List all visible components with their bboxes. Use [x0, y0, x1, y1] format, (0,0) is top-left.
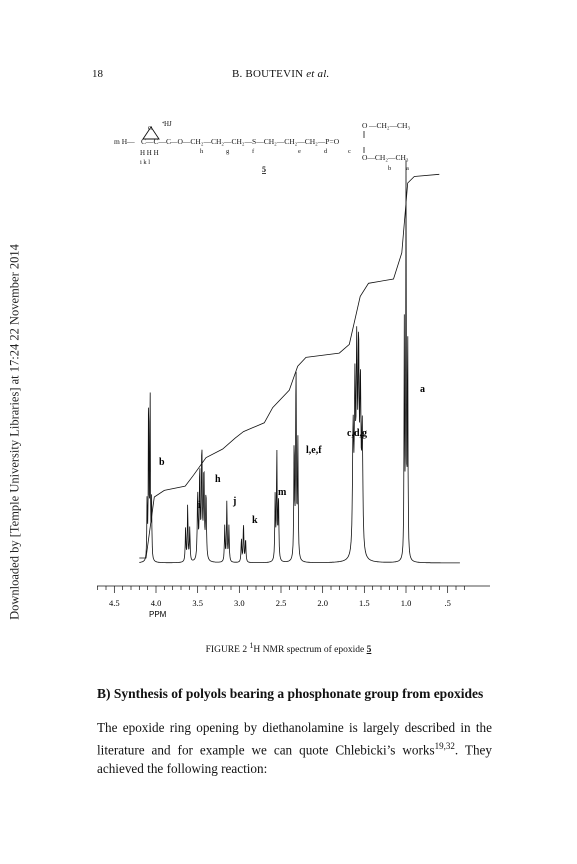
- x-tick-label: 3.0: [234, 598, 245, 608]
- x-tick-label: 4.0: [151, 598, 162, 608]
- caption-compound-number: 5: [366, 645, 372, 656]
- x-axis-ticks: [97, 586, 465, 593]
- figure-caption: FIGURE 2 1H NMR spectrum of epoxide 5: [0, 641, 577, 655]
- integral-trace: [139, 173, 440, 559]
- spectrum-trace: [139, 160, 460, 564]
- structure-h-row: H H H: [140, 149, 159, 157]
- figure-1h-nmr: m H— O * HJ C—C—C —O—CH₂—CH₂—CH₂—S—CH₂—C…: [97, 120, 490, 619]
- body-part1: The epoxide ring opening by diethanolami…: [97, 720, 492, 758]
- body-part2: . They achieved the following reaction:: [97, 742, 493, 777]
- compound-number: 5: [262, 165, 266, 174]
- caption-text: H NMR spectrum of epoxide: [253, 645, 367, 656]
- structure-chain: —O—CH₂—CH₂—CH₂—S—CH₂—CH₂—CH₂—P=O: [169, 137, 340, 146]
- x-axis: 4.5 4.0 3.5 3.0 2.5 2.0 1.5 1.0 .5 PPM: [97, 585, 490, 619]
- peak-label-b: b: [159, 457, 165, 468]
- x-tick-label: 2.5: [276, 598, 287, 608]
- epoxide-star: *: [162, 122, 165, 127]
- caption-prefix: FIGURE 2: [205, 645, 250, 656]
- body-paragraph: The epoxide ring opening by diethanolami…: [97, 718, 492, 778]
- nmr-spectrum: [139, 160, 460, 564]
- peak-label-j: j: [232, 496, 236, 507]
- peak-label-m: m: [278, 487, 287, 498]
- ester-letter-a: a: [406, 165, 409, 172]
- epoxide-ring: [142, 126, 160, 140]
- peak-label-h: h: [215, 474, 221, 485]
- chain-letter-g: g: [226, 148, 230, 155]
- section-heading: B) Synthesis of polyols bearing a phosph…: [97, 686, 484, 701]
- running-head-etal: et al.: [306, 68, 330, 80]
- x-tick-label: .5: [444, 598, 450, 608]
- chain-letter-c: c: [348, 148, 351, 155]
- chemical-structure: m H— O * HJ C—C—C —O—CH₂—CH₂—CH₂—S—CH₂—C…: [114, 120, 410, 174]
- peak-label-cdg: c,d,g: [347, 428, 367, 439]
- ester-top-o: O: [362, 121, 368, 130]
- ester-top-ethyl: —CH₂—CH₃: [368, 121, 410, 130]
- caption-sup: 1: [249, 641, 254, 650]
- x-tick-label: 1.5: [359, 598, 370, 608]
- x-tick-label: 2.0: [317, 598, 328, 608]
- x-axis-label: PPM: [149, 610, 167, 619]
- page-number: 18: [92, 68, 103, 80]
- peak-labels: b h i j k m l,e,f c,d,g a: [159, 384, 425, 526]
- x-axis-tick-labels: 4.5 4.0 3.5 3.0 2.5 2.0 1.5 1.0 .5: [109, 598, 451, 608]
- epoxide-o: O: [148, 126, 153, 132]
- ester-bottom: O—CH₂—CH₃: [362, 153, 409, 162]
- x-tick-label: 1.0: [401, 598, 412, 608]
- x-tick-label: 4.5: [109, 598, 120, 608]
- ester-letter-b: b: [388, 165, 391, 172]
- body-refs: 19,32: [434, 741, 455, 751]
- running-head-authors: B. BOUTEVIN: [232, 68, 304, 80]
- running-head: B. BOUTEVIN et al.: [232, 68, 329, 80]
- chain-letter-d: d: [324, 148, 328, 155]
- chain-letter-h: h: [200, 148, 204, 155]
- chain-letter-f: f: [252, 148, 255, 155]
- chain-letter-e: e: [298, 148, 301, 155]
- structure-hj: HJ: [164, 120, 172, 128]
- peak-label-k: k: [252, 515, 258, 526]
- peak-label-i: i: [198, 500, 201, 511]
- structure-carbons: C—C—C: [141, 137, 171, 146]
- peak-label-lef: l,e,f: [306, 445, 322, 456]
- structure-ikl-letters: i k l: [140, 159, 150, 166]
- structure-prefix: m H—: [114, 137, 135, 146]
- peak-label-a: a: [420, 384, 425, 395]
- structure-chain-letters: h g f e d c: [200, 148, 351, 155]
- x-tick-label: 3.5: [192, 598, 203, 608]
